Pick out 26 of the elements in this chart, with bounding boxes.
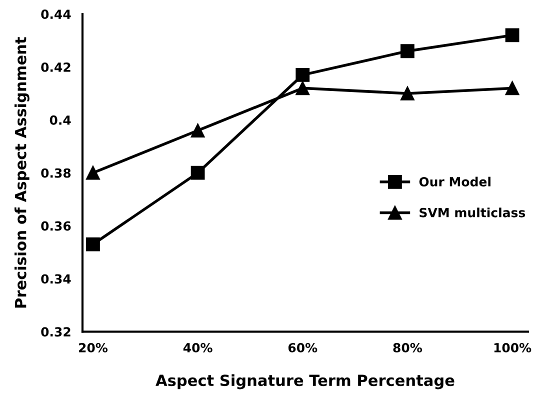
y-tick-label: 0.38	[41, 168, 71, 178]
x-tick-label: 40%	[183, 342, 212, 352]
point	[86, 166, 100, 180]
legend-label: SVM multiclass	[420, 208, 526, 218]
y-tick-label: 0.34	[41, 274, 71, 284]
y-tick-label: 0.44	[41, 10, 71, 19]
point	[190, 166, 205, 180]
y-axis-title: Precision of Aspect Assignment	[14, 37, 30, 308]
y-tick-label: 0.32	[41, 327, 70, 337]
x-tick-label: 60%	[288, 342, 318, 352]
point	[86, 237, 100, 252]
point	[296, 81, 310, 96]
x-tick-label: 20%	[79, 342, 108, 352]
x-axis-title: Aspect Signature Term Percentage	[156, 374, 454, 390]
legend-label: Our Model	[419, 176, 490, 186]
x-tick-label: 80%	[393, 342, 422, 352]
point	[505, 28, 520, 42]
point	[400, 44, 414, 58]
y-tick-label: 0.4	[50, 115, 71, 125]
y-tick-label: 0.36	[41, 221, 71, 231]
point	[505, 81, 520, 96]
x-tick-label: 100%	[494, 342, 532, 352]
y-tick-label: 0.42	[41, 62, 70, 72]
point	[296, 68, 310, 82]
point	[190, 124, 205, 138]
point	[400, 86, 414, 100]
